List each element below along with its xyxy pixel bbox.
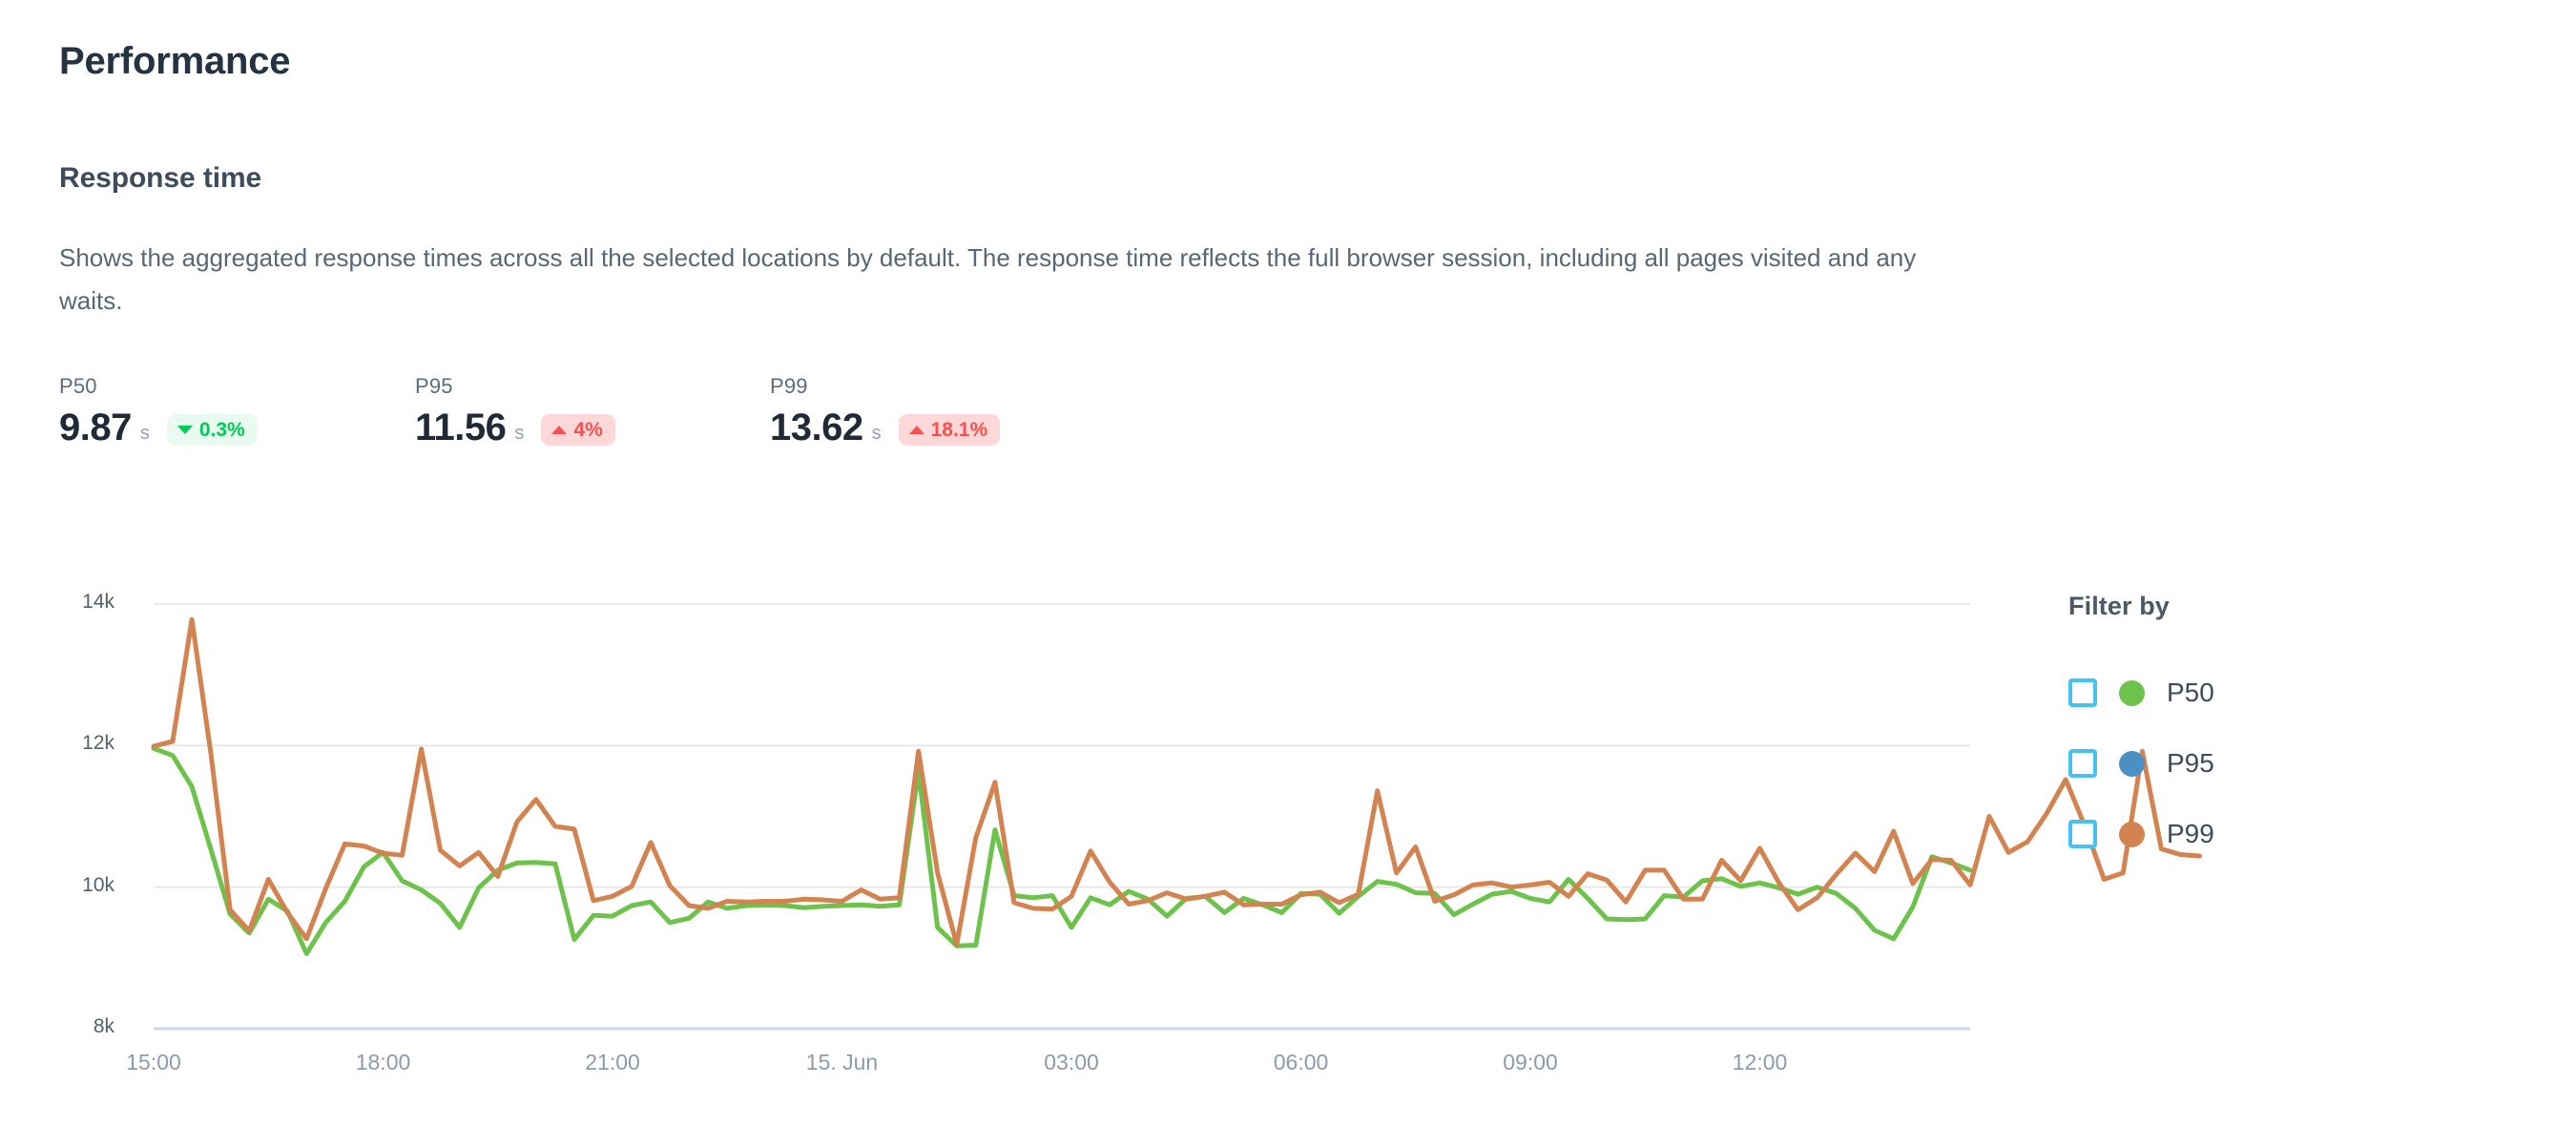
x-axis-tick: 12:00 — [1732, 1050, 1788, 1074]
stat-value-row: 11.56 s 4% — [415, 408, 615, 447]
stat-value-row: 13.62 s 18.1% — [770, 407, 1001, 448]
x-axis-tick: 03:00 — [1044, 1050, 1099, 1074]
badge-label: 4% — [573, 419, 603, 441]
legend-label-p50: P50 — [2167, 678, 2214, 707]
legend-item-p99[interactable]: P99 — [2068, 799, 2469, 869]
section-title: Response time — [59, 162, 262, 194]
stat-unit: s — [139, 423, 150, 444]
stat-value-row: 9.87 s 0.3% — [59, 408, 258, 447]
legend-label-p95: P95 — [2167, 748, 2214, 778]
stat-value: 13.62 — [770, 407, 863, 448]
chart-canvas — [151, 603, 2202, 1031]
status-badge: 0.3% — [166, 414, 258, 446]
stat-unit: s — [871, 423, 882, 444]
status-badge: 18.1% — [898, 414, 1001, 446]
legend-title: Filter by — [2068, 592, 2170, 620]
stat-value: 11.56 — [415, 407, 507, 448]
legend-label-p99: P99 — [2167, 819, 2214, 848]
page-title: Performance — [59, 40, 291, 82]
badge-label: 18.1% — [930, 419, 988, 441]
x-axis-tick: 18:00 — [355, 1050, 411, 1074]
arrow-up-icon — [908, 426, 924, 434]
y-axis-tick: 10k — [82, 873, 114, 896]
y-axis-tick: 14k — [82, 591, 114, 613]
response-time-chart[interactable]: 8k 10k 12k 14k 15:00 18:00 21:00 15. Jun 03:00 0… — [0, 573, 2576, 1107]
color-dot-p99 — [2119, 821, 2145, 847]
stat-label: P50 — [59, 374, 97, 398]
checkbox-p50[interactable] — [2068, 678, 2097, 707]
stat-p50: P50 9.87 s 0.3% — [59, 374, 258, 447]
checkbox-p95[interactable] — [2068, 749, 2097, 778]
stat-label: P99 — [770, 374, 808, 398]
x-axis-tick: 09:00 — [1503, 1050, 1558, 1074]
x-axis-tick: 06:00 — [1273, 1050, 1329, 1074]
stat-unit: s — [514, 423, 525, 444]
x-axis-tick: 21:00 — [585, 1050, 640, 1074]
stat-p99: P99 13.62 s 18.1% — [770, 374, 1001, 448]
y-axis-tick: 12k — [82, 732, 114, 755]
status-badge: 4% — [541, 414, 615, 446]
y-axis-tick: 8k — [93, 1015, 114, 1037]
stat-value: 9.87 — [59, 407, 132, 448]
badge-label: 0.3% — [198, 419, 245, 441]
x-axis-tick: 15:00 — [126, 1050, 181, 1074]
checkbox-p99[interactable] — [2068, 820, 2097, 848]
stat-label: P95 — [415, 374, 453, 398]
color-dot-p95 — [2119, 750, 2145, 777]
x-axis-tick: 15. Jun — [805, 1050, 879, 1074]
stat-p95: P95 11.56 s 4% — [415, 374, 615, 447]
color-dot-p50 — [2119, 679, 2145, 706]
legend-item-p95[interactable]: P95 — [2068, 728, 2469, 799]
legend-item-p50[interactable]: P50 — [2068, 657, 2469, 728]
section-description: Shows the aggregated response times acro… — [59, 243, 1917, 315]
filter-legend: Filter by P50 P95 P99 — [2068, 592, 2469, 869]
arrow-up-icon — [551, 426, 568, 434]
arrow-down-icon — [177, 426, 193, 434]
